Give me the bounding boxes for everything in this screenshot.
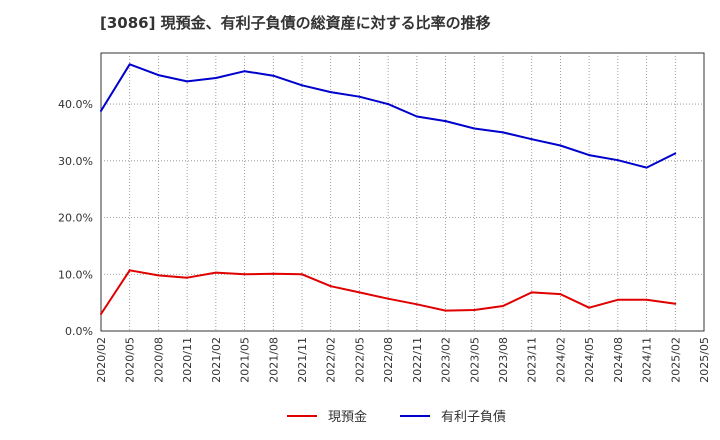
x-tick-label: 2021/02: [210, 337, 223, 383]
x-tick-label: 2022/08: [382, 337, 395, 383]
data-point: [530, 138, 533, 141]
legend-label-1: 現預金: [328, 409, 367, 425]
data-point: [502, 305, 504, 308]
x-tick-label: 2023/08: [497, 337, 510, 383]
axis-ticks: 0.0% 10.0% 20.0% 30.0% 40.0% 2020/02 2020/05 20…: [58, 98, 711, 383]
data-point: [214, 271, 217, 274]
data-point: [645, 298, 648, 301]
x-tick-label: 2023/05: [468, 337, 481, 383]
x-tick-label: 2020/08: [152, 337, 165, 383]
x-tick-label: 2024/08: [612, 337, 625, 383]
data-point: [387, 103, 390, 106]
data-point: [186, 276, 189, 279]
data-point: [588, 306, 591, 309]
y-tick-label: 40.0%: [58, 98, 93, 111]
data-point: [674, 152, 677, 155]
x-tick-label: 2021/08: [267, 337, 280, 383]
data-point: [329, 285, 332, 288]
data-point: [358, 95, 361, 98]
x-tick-label: 2025/02: [669, 337, 682, 383]
data-point: [128, 269, 131, 272]
x-tick-label: 2024/11: [641, 337, 654, 383]
data-point: [415, 303, 418, 306]
y-tick-label: 0.0%: [65, 325, 93, 338]
x-tick-label: 2024/05: [583, 337, 596, 383]
x-tick-label: 2022/02: [325, 337, 338, 383]
data-point: [272, 74, 275, 77]
y-tick-label: 30.0%: [58, 155, 93, 168]
data-point: [214, 76, 217, 79]
y-tick-label: 10.0%: [58, 268, 93, 281]
data-point: [415, 115, 418, 118]
data-point: [674, 302, 677, 305]
data-point: [473, 127, 476, 130]
y-tick-label: 20.0%: [58, 212, 93, 225]
data-point: [272, 272, 275, 275]
data-point: [157, 74, 160, 77]
data-point: [559, 144, 562, 147]
x-tick-label: 2024/02: [554, 337, 567, 383]
data-point: [387, 297, 390, 300]
x-tick-label: 2020/02: [95, 337, 108, 383]
data-point: [329, 91, 332, 94]
data-point: [243, 70, 246, 73]
x-tick-label: 2022/11: [411, 337, 424, 383]
data-point: [530, 291, 533, 294]
data-point: [444, 309, 447, 312]
data-point: [616, 298, 619, 301]
x-tick-label: 2021/05: [239, 337, 252, 383]
data-point: [473, 309, 476, 312]
data-point: [301, 84, 303, 87]
legend-label-2: 有利子負債: [441, 410, 506, 425]
data-point: [157, 274, 160, 277]
data-point: [588, 154, 591, 157]
x-tick-label: 2023/02: [440, 337, 453, 383]
data-point: [128, 63, 131, 66]
data-point: [301, 273, 303, 276]
x-tick-label: 2021/11: [296, 337, 309, 383]
data-point: [444, 120, 447, 123]
grid-lines: [101, 53, 704, 331]
plot-area: [100, 52, 705, 332]
x-tick-label: 2022/05: [353, 337, 366, 383]
data-point: [559, 293, 562, 296]
x-tick-label: 2020/11: [181, 337, 194, 383]
series-lines: [100, 63, 677, 315]
data-point: [616, 159, 619, 162]
chart-title: [3086] 現預金、有利子負債の総資産に対する比率の推移: [100, 14, 491, 32]
data-point: [100, 312, 102, 315]
legend: 現預金 有利子負債: [287, 409, 506, 425]
x-tick-label: 2020/05: [124, 337, 137, 383]
data-point: [502, 131, 504, 134]
data-point: [100, 109, 102, 112]
data-point: [186, 80, 189, 83]
data-point: [645, 166, 648, 169]
x-tick-label: 2025/05: [698, 337, 711, 383]
data-point: [243, 273, 246, 276]
x-tick-label: 2023/11: [526, 337, 539, 383]
data-point: [358, 291, 361, 294]
